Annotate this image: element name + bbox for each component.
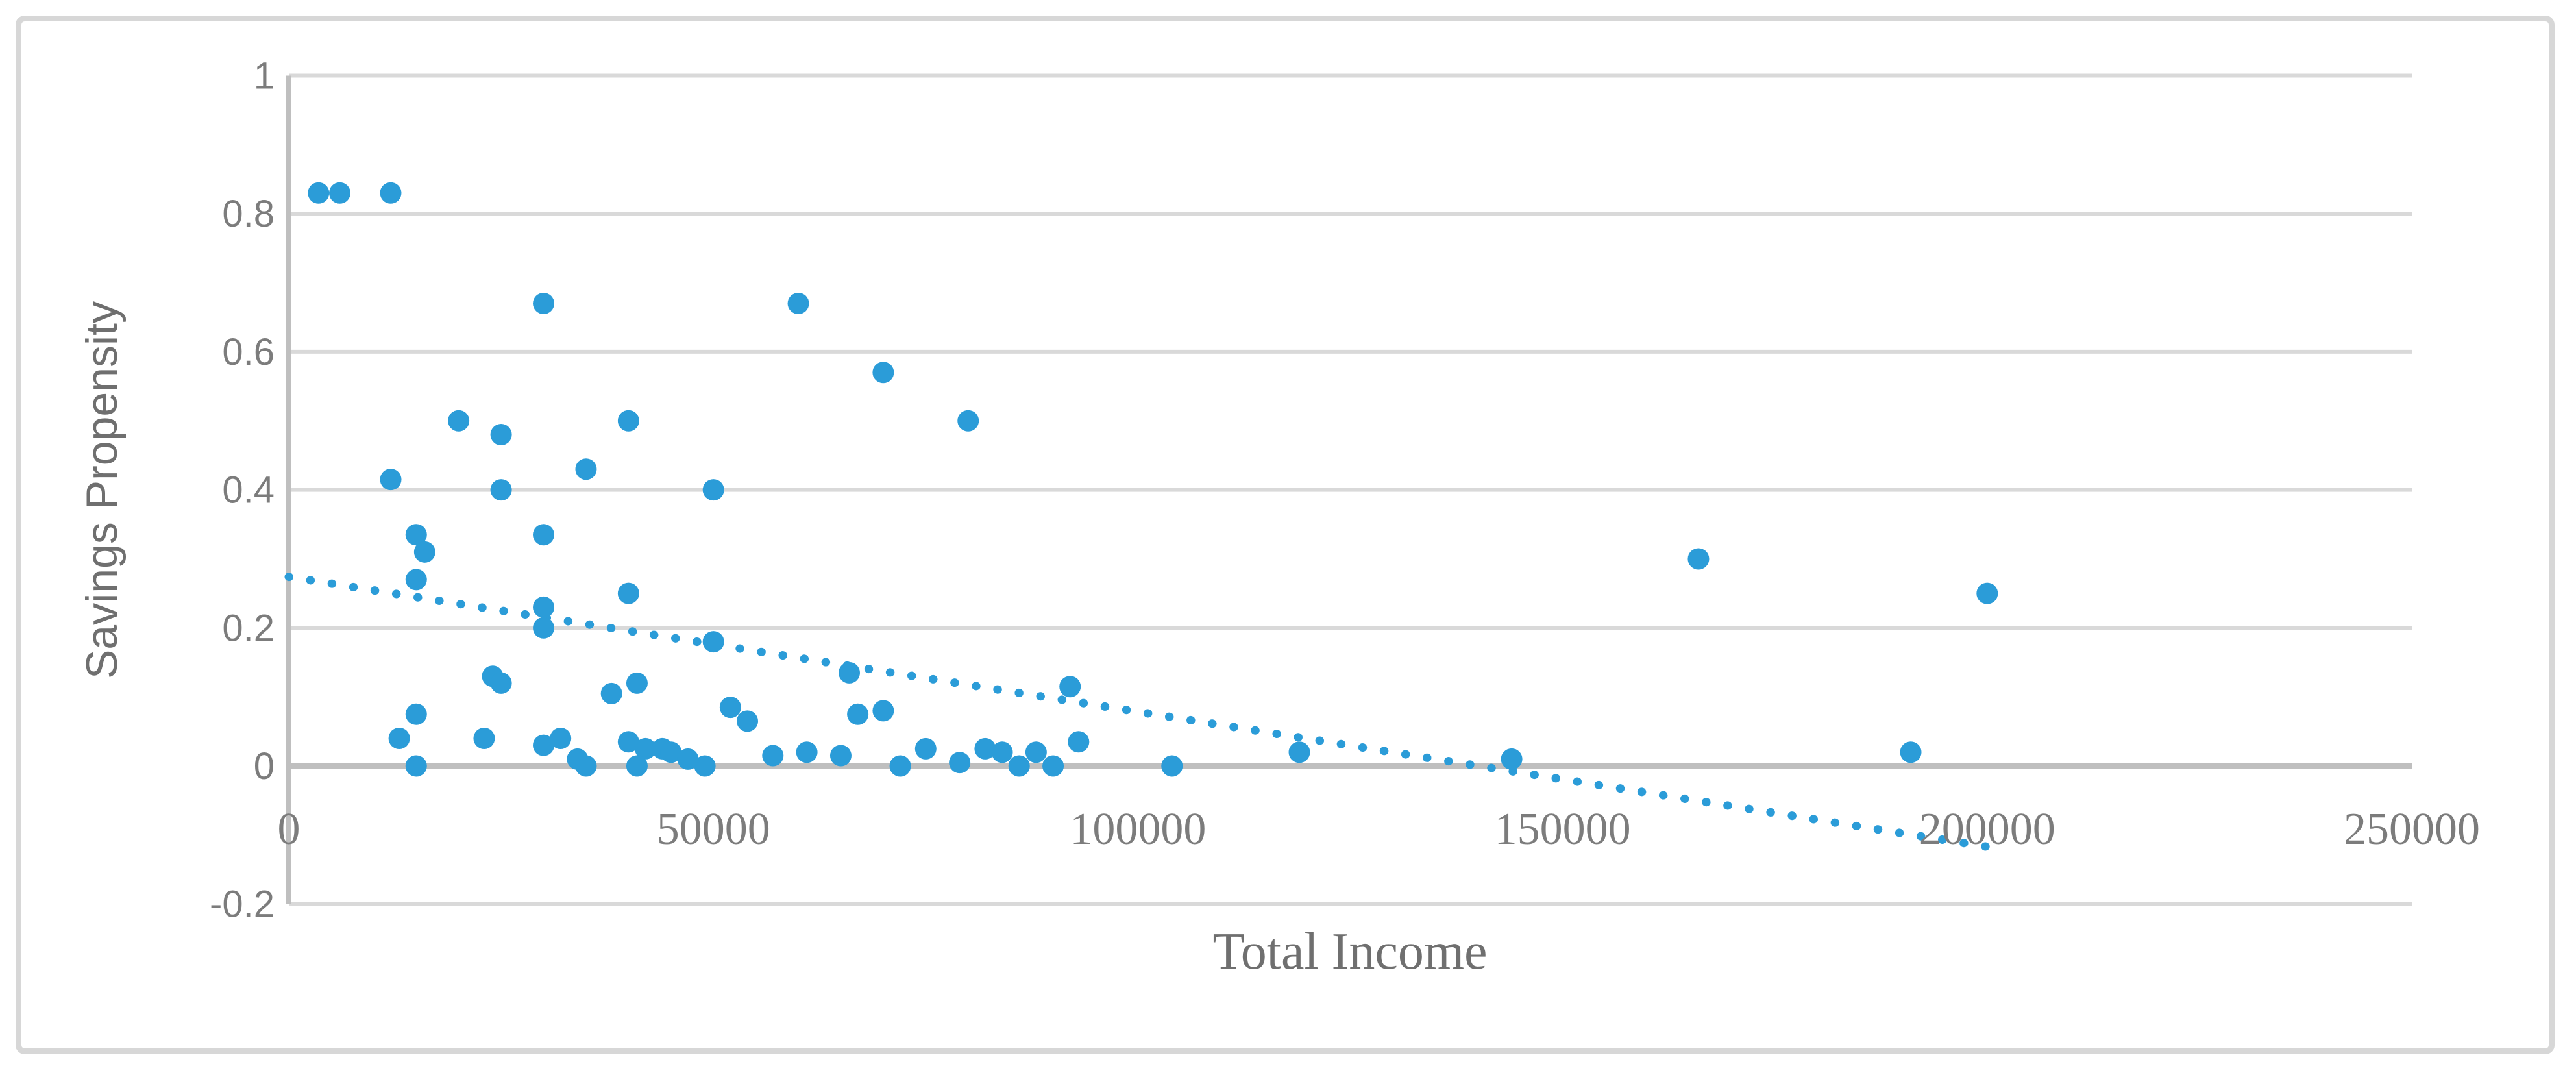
data-point[interactable] [1008,755,1030,777]
x-tick-label: 250000 [2344,804,2480,854]
data-point[interactable] [490,672,512,694]
data-point[interactable] [550,727,572,749]
data-point[interactable] [575,755,597,777]
data-point[interactable] [1025,741,1047,763]
data-point[interactable] [839,661,861,684]
data-point[interactable] [626,672,648,694]
data-point[interactable] [1059,676,1081,698]
y-tick-label: 1 [254,55,275,97]
data-point[interactable] [872,362,894,384]
tick-labels-layer: 10.80.60.40.20-0.20 50000 100000 150000 2000… [210,55,2480,926]
data-point[interactable] [762,745,784,767]
data-point[interactable] [405,524,427,546]
x-tick-label: 50000 [657,804,770,854]
data-point[interactable] [1976,582,1998,604]
y-tick-label: 0.8 [222,193,275,235]
data-point[interactable] [490,479,512,501]
y-tick-label: 0.4 [222,469,275,512]
data-point[interactable] [533,524,555,546]
x-tick-label: 150000 [1495,804,1631,854]
data-point[interactable] [388,727,410,749]
y-tick-label: 0.2 [222,607,275,649]
data-point[interactable] [533,292,555,314]
data-point[interactable] [957,410,979,432]
data-point[interactable] [796,741,818,763]
y-tick-label: 0.6 [222,331,275,373]
data-point[interactable] [617,582,639,604]
data-point[interactable] [405,755,427,777]
data-point[interactable] [974,737,996,760]
data-point[interactable] [1068,731,1090,753]
trendline-dotted[interactable] [284,573,1996,852]
data-point[interactable] [600,682,622,704]
data-point[interactable] [914,737,937,760]
data-point[interactable] [413,541,435,563]
data-point[interactable] [405,569,427,591]
data-point[interactable] [719,697,741,719]
data-point[interactable] [308,182,330,204]
data-point[interactable] [490,424,512,446]
data-points-layer [308,182,1998,777]
data-point[interactable] [617,410,639,432]
data-point[interactable] [702,479,724,501]
data-point[interactable] [533,617,555,639]
x-axis-title: Total Income [1212,923,1487,980]
data-point[interactable] [991,741,1013,763]
data-point[interactable] [677,748,699,770]
y-tick-label: 0 [254,745,275,787]
data-point[interactable] [635,737,657,760]
data-point[interactable] [737,710,759,732]
data-point[interactable] [1687,548,1710,570]
figure-border [16,16,2555,1054]
x-tick-label: 100000 [1070,804,1206,854]
trendline-layer [284,573,1996,852]
data-point[interactable] [949,752,971,774]
data-point[interactable] [533,734,555,756]
y-axis-title: Savings Propensity [77,301,127,679]
data-point[interactable] [889,755,911,777]
data-point[interactable] [329,182,351,204]
data-point[interactable] [448,410,470,432]
data-point[interactable] [1042,755,1064,777]
data-point[interactable] [575,458,597,480]
x-tick-label: 0 [278,804,301,854]
data-point[interactable] [787,292,809,314]
data-point[interactable] [617,731,639,753]
data-point[interactable] [847,703,869,725]
x-tick-label: 200000 [1919,804,2055,854]
data-point[interactable] [694,755,716,777]
gridlines-layer [289,73,2412,906]
data-point[interactable] [1900,741,1922,763]
data-point[interactable] [702,631,724,653]
data-point[interactable] [829,745,852,767]
data-point[interactable] [473,727,495,749]
data-point[interactable] [380,182,402,204]
data-point[interactable] [660,741,682,763]
data-point[interactable] [1161,755,1183,777]
data-point[interactable] [380,469,402,491]
data-point[interactable] [1501,748,1523,770]
data-point[interactable] [1288,741,1310,763]
data-point[interactable] [626,755,648,777]
data-point[interactable] [405,703,427,725]
data-point[interactable] [872,700,894,722]
data-point[interactable] [533,596,555,618]
y-tick-label: -0.2 [210,883,275,926]
